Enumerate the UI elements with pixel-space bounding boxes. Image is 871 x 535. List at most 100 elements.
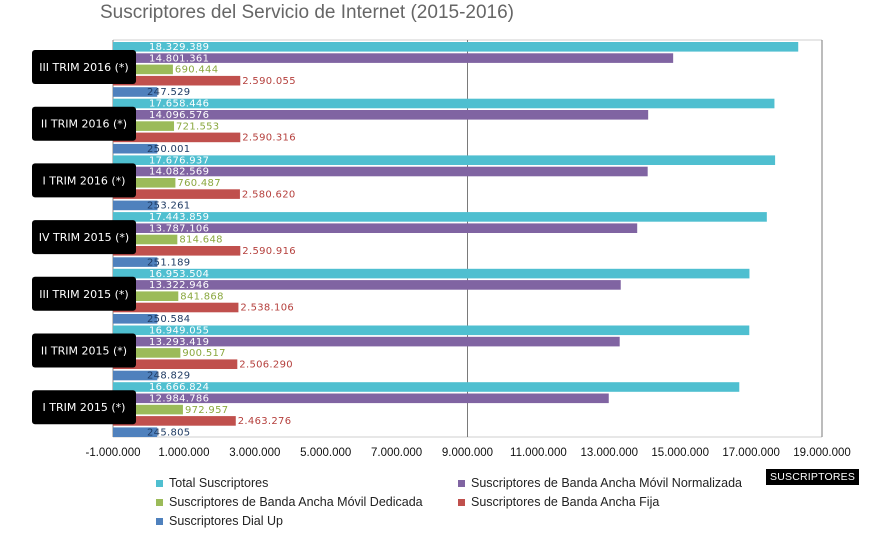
data-label: 17.658.446 [149,99,209,110]
bar [113,178,176,188]
data-label: 248.829 [147,371,190,382]
bar [113,370,158,381]
legend-item-total: Total Suscriptores [156,476,268,490]
tick-layer: -1.000.000 1.000.000 3.000.000 5.000.000 7.0… [86,447,851,459]
data-label: 841.868 [180,291,223,302]
legend-swatch [458,499,465,507]
legend-item-fija: Suscriptores de Banda Ancha Fija [458,495,659,509]
x-axis-label: SUSCRIPTORES [766,469,860,485]
bar-layer [113,42,799,437]
data-label: 14.082.569 [149,167,209,178]
bar [113,382,740,392]
bar [113,121,175,131]
category-label-box [32,390,136,425]
legend-label: Suscriptores de Banda Ancha Móvil Normal… [471,476,742,490]
bar [113,234,178,245]
category-label: III TRIM 2016 (*) [39,61,128,74]
bar [113,393,609,404]
data-label: 13.322.946 [149,280,209,291]
bar [113,268,750,279]
legend-swatch [156,480,163,488]
x-tick-label: -1.000.000 [86,447,141,459]
x-tick-label: 19.000.000 [793,447,851,459]
bar [113,427,158,437]
data-label: 2.590.055 [242,76,296,87]
bar [113,155,776,165]
bar [113,87,158,97]
category-label: IV TRIM 2015 (*) [39,231,129,244]
bar [113,291,179,301]
category-label: II TRIM 2016 (*) [41,118,127,131]
x-tick-label: 15.000.000 [651,447,709,459]
data-label: 16.953.504 [149,269,209,280]
x-tick-label: 13.000.000 [581,447,639,459]
bar [113,416,236,426]
bar [113,359,238,369]
data-label: 900.517 [182,348,225,359]
data-label: 972.957 [185,405,228,416]
data-label: 14.801.361 [149,53,209,64]
category-label-box [32,50,136,84]
bar [113,64,173,75]
bar [113,110,649,120]
bar [113,53,674,63]
bar [113,98,775,109]
data-label: 12.984.786 [149,394,209,405]
category-label: I TRIM 2015 (*) [43,401,126,414]
category-label: III TRIM 2015 (*) [39,288,128,301]
data-label: 2.538.106 [240,303,294,314]
bar [113,223,638,233]
x-tick-label: 3.000.000 [229,447,280,459]
data-label: 16.666.824 [149,382,209,393]
bar [113,132,241,143]
data-label: 250.001 [147,144,190,155]
data-label: 2.463.276 [238,416,292,427]
bar [113,302,239,313]
data-label: 14.096.576 [149,110,209,121]
legend-swatch [156,518,163,526]
data-label: 17.676.937 [149,155,209,166]
data-label: 251.189 [147,257,190,268]
category-label: II TRIM 2015 (*) [41,345,127,358]
legend-label: Total Suscriptores [169,476,269,490]
bar [113,200,158,211]
legend-label: Suscriptores Dial Up [169,514,283,528]
data-label: 16.949.055 [149,326,209,337]
bar [113,314,158,324]
legend-swatch [156,499,163,507]
data-label: 247.529 [147,87,190,98]
x-tick-label: 9.000.000 [442,447,493,459]
legend-item-dial-up: Suscriptores Dial Up [156,514,283,528]
bar [113,257,158,267]
legend-item-movil-normalizada: Suscriptores de Banda Ancha Móvil Normal… [458,476,742,490]
data-label: 2.590.916 [242,246,296,257]
bar [113,336,620,347]
data-label: 13.293.419 [149,337,209,348]
bar [113,246,241,256]
data-label: 17.443.859 [149,212,209,223]
bar [113,143,158,154]
bar [113,42,799,52]
data-label: 814.648 [179,235,222,246]
legend-label: Suscriptores de Banda Ancha Fija [471,495,660,509]
bar [113,348,181,358]
category-label: I TRIM 2016 (*) [43,174,126,187]
x-tick-label: 5.000.000 [300,447,351,459]
bar [113,75,241,86]
category-label-box [32,220,136,255]
chart-title: Suscriptores del Servicio de Internet (2… [100,2,515,23]
data-label: 721.553 [176,121,219,132]
data-label: 245.805 [147,427,190,438]
category-label-box [32,276,136,311]
bar [113,189,240,199]
bar [113,212,767,222]
category-label-box [32,163,136,198]
category-layer: III TRIM 2016 (*) II TRIM 2016 (*) I TRIM … [32,50,136,425]
bar [113,325,750,336]
legend-swatch [458,480,465,488]
data-label: 13.787.106 [149,223,209,234]
category-label-box [32,333,136,368]
data-label: 18.329.389 [149,42,209,53]
